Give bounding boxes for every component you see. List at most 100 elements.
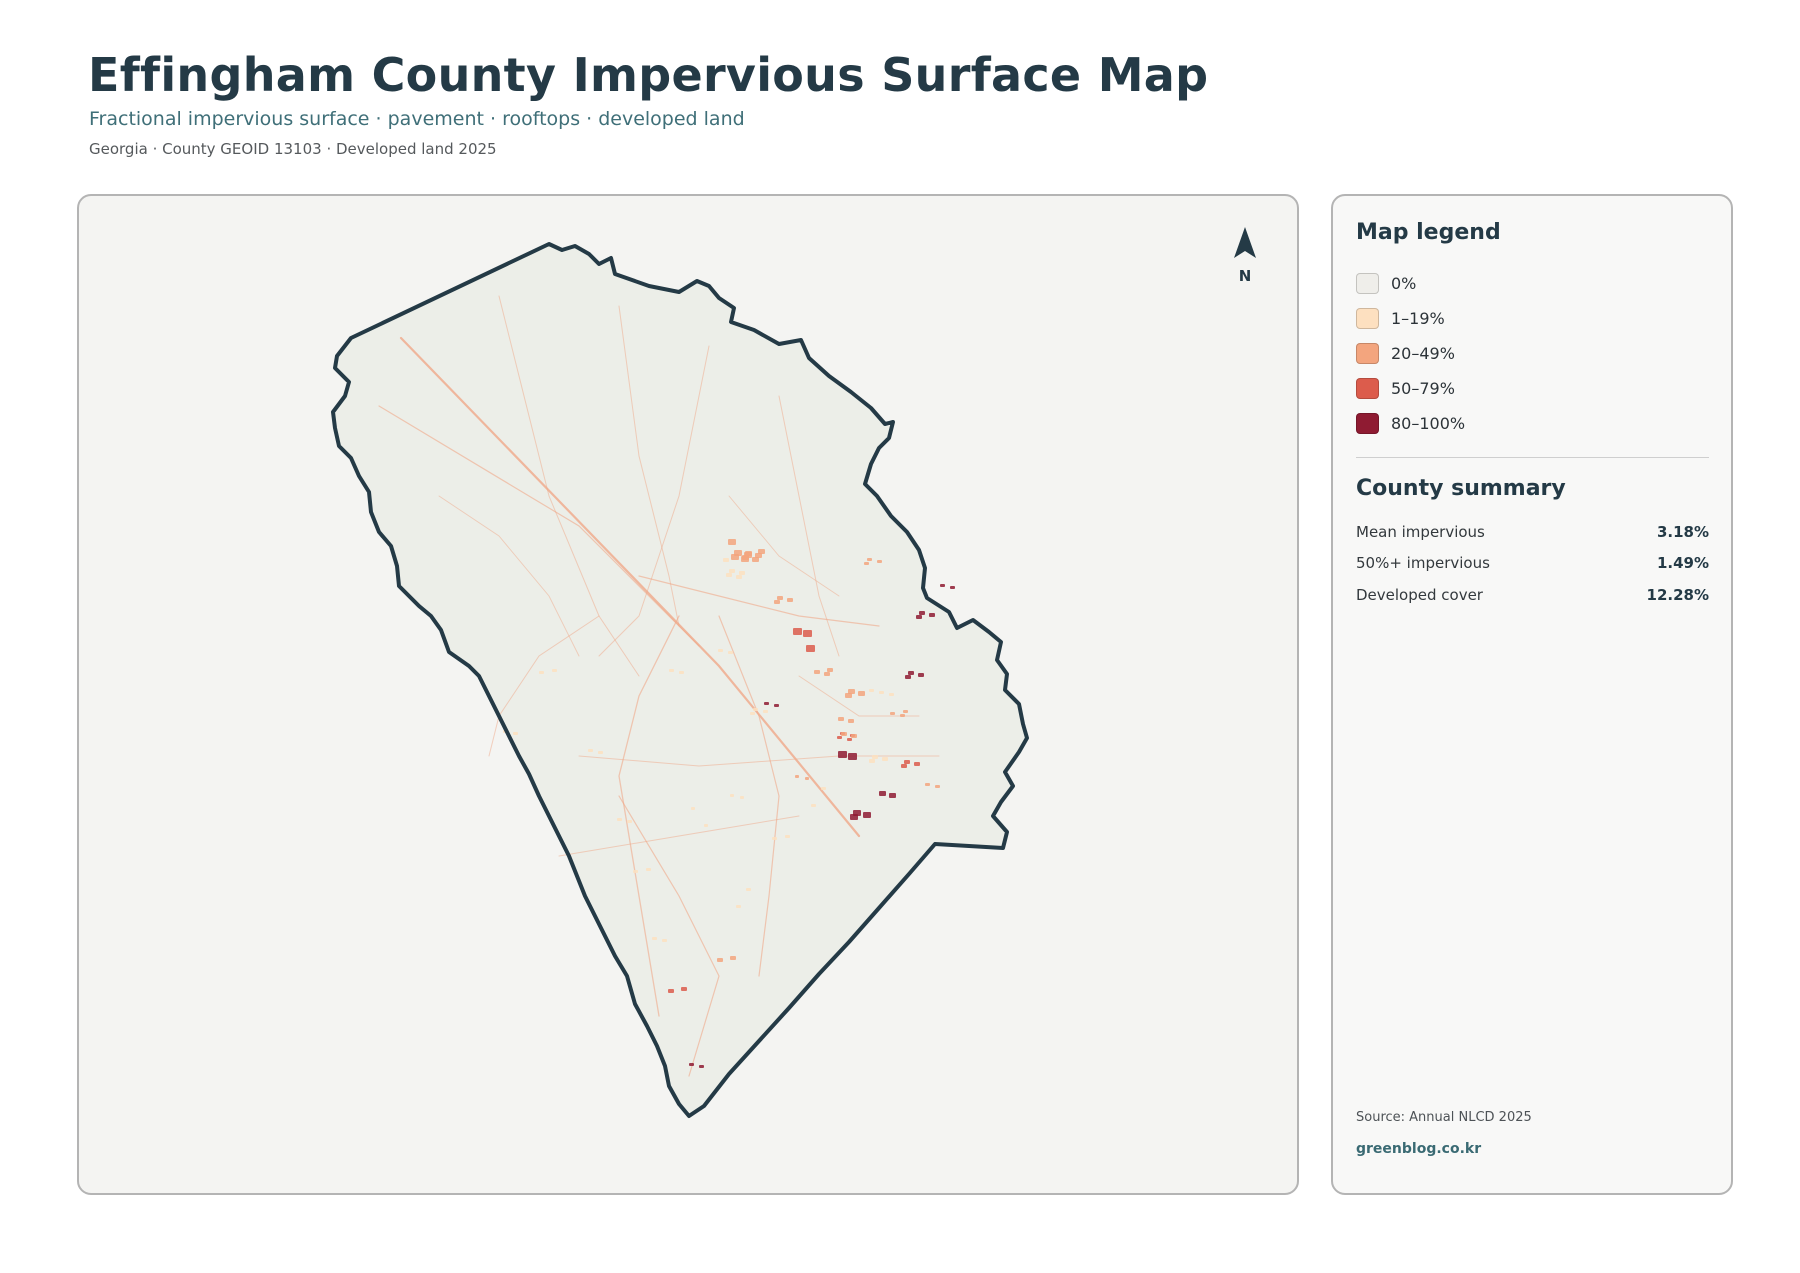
stat-label: Developed cover	[1356, 585, 1483, 604]
developed-patch	[851, 734, 857, 738]
legend-label: 0%	[1391, 274, 1417, 293]
developed-patch	[919, 611, 925, 615]
developed-patch	[730, 794, 734, 797]
developed-patch	[552, 669, 557, 672]
developed-patch	[679, 671, 684, 674]
developed-patch	[890, 712, 895, 715]
developed-patch	[718, 649, 723, 652]
developed-patch	[681, 987, 687, 991]
stat-value: 12.28%	[1646, 585, 1709, 604]
county-boundary	[333, 244, 1027, 1116]
developed-patch	[863, 812, 871, 818]
developed-patch	[814, 670, 820, 674]
road-network	[378, 295, 940, 1077]
developed-patch	[872, 755, 878, 759]
legend-panel: Map legend 0% 1–19% 20–49% 50–79% 80–100…	[1331, 194, 1733, 1195]
developed-patch	[774, 704, 779, 707]
road-line	[438, 495, 580, 657]
county-map[interactable]: N	[79, 196, 1299, 1195]
road-line	[378, 405, 700, 647]
developed-patch	[864, 562, 869, 565]
summary-heading: County summary	[1356, 476, 1566, 501]
developed-patch	[905, 675, 911, 679]
developed-patch	[729, 569, 735, 573]
developed-patch	[617, 818, 622, 821]
legend-item: 1–19%	[1356, 301, 1465, 336]
developed-patch	[853, 810, 861, 816]
stat-row-developed: Developed cover 12.28%	[1356, 579, 1709, 611]
developed-patch	[772, 837, 777, 840]
developed-patch	[742, 555, 749, 560]
developed-patch	[669, 669, 674, 672]
legend-swatch	[1356, 273, 1379, 294]
developed-patch	[803, 630, 812, 637]
developed-patch	[787, 598, 793, 602]
developed-patches	[503, 539, 955, 1068]
developed-patch	[717, 958, 723, 962]
developed-patch	[750, 712, 755, 715]
stat-row-50plus: 50%+ impervious 1.49%	[1356, 548, 1709, 580]
developed-patch	[755, 553, 762, 558]
stat-label: 50%+ impervious	[1356, 554, 1490, 573]
developed-patch	[847, 738, 852, 741]
developed-patch	[918, 673, 924, 677]
developed-patch	[739, 571, 745, 575]
developed-patch	[691, 807, 695, 810]
developed-patch	[736, 575, 742, 579]
road-line	[598, 345, 710, 657]
developed-patch	[889, 693, 894, 696]
developed-patch	[758, 549, 765, 554]
developed-patch	[869, 759, 875, 763]
developed-patch	[723, 558, 729, 562]
legend-label: 50–79%	[1391, 379, 1455, 398]
developed-patch	[763, 710, 768, 713]
developed-patch	[753, 708, 758, 711]
road-line	[558, 815, 800, 857]
developed-patch	[904, 760, 910, 764]
developed-patch	[811, 804, 816, 807]
road-line	[618, 305, 680, 627]
developed-patch	[668, 989, 674, 993]
road-line	[798, 675, 920, 717]
developed-patch	[513, 732, 518, 735]
county-outline	[331, 242, 1029, 1118]
developed-patch	[940, 584, 945, 587]
source-note: Source: Annual NLCD 2025	[1356, 1110, 1532, 1125]
developed-patch	[827, 668, 833, 672]
developed-patch	[903, 710, 908, 713]
developed-patch	[740, 796, 744, 799]
legend-item: 20–49%	[1356, 336, 1465, 371]
developed-patch	[867, 558, 872, 561]
developed-patch	[848, 753, 857, 760]
stat-value: 3.18%	[1656, 522, 1709, 541]
developed-patch	[879, 691, 884, 694]
map-panel[interactable]: N	[77, 194, 1299, 1195]
legend-swatch	[1356, 343, 1379, 364]
legend-label: 1–19%	[1391, 309, 1445, 328]
developed-patch	[935, 785, 940, 788]
developed-patch	[746, 888, 751, 891]
developed-patch	[848, 689, 855, 694]
legend-item: 50–79%	[1356, 371, 1465, 406]
developed-patch	[795, 775, 799, 778]
developed-patch	[662, 939, 667, 942]
developed-patch	[824, 672, 830, 676]
road-line	[618, 795, 720, 1077]
legend-divider	[1356, 457, 1709, 458]
developed-patch	[837, 736, 842, 739]
road-line	[728, 495, 840, 597]
developed-patch	[699, 1065, 704, 1068]
developed-patch	[838, 717, 844, 721]
stat-value: 1.49%	[1656, 554, 1709, 573]
road-line	[399, 336, 861, 838]
page-subtitle: Fractional impervious surface · pavement…	[89, 108, 745, 130]
developed-patch	[736, 905, 741, 908]
summary-stats: Mean impervious 3.18% 50%+ impervious 1.49…	[1356, 516, 1709, 611]
developed-patch	[858, 691, 865, 696]
developed-patch	[901, 764, 907, 768]
brand-link[interactable]: greenblog.co.kr	[1356, 1141, 1482, 1157]
developed-patch	[704, 824, 708, 827]
developed-patch	[752, 557, 759, 562]
developed-patch	[869, 689, 874, 692]
developed-patch	[879, 791, 886, 796]
